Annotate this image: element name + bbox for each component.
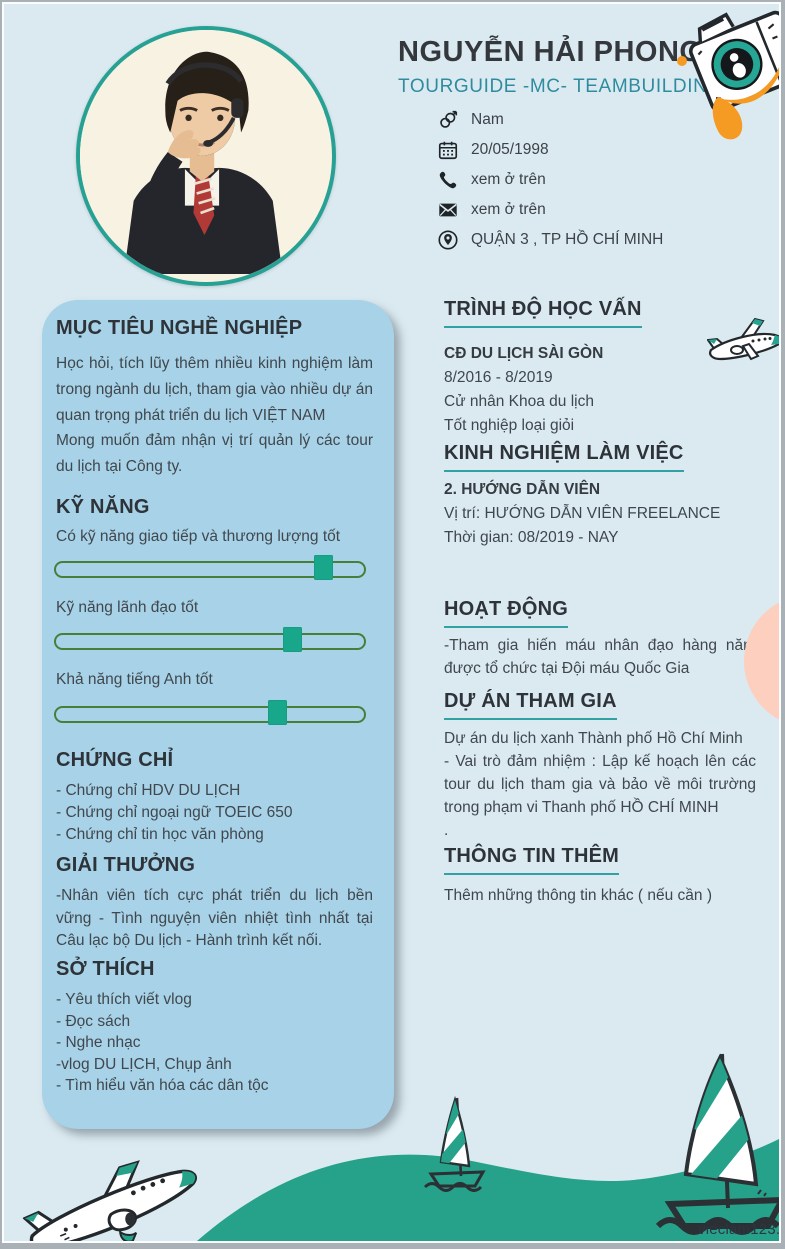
sailboat-big-icon <box>655 1053 779 1235</box>
calendar-icon <box>438 141 458 160</box>
education-degree: Cử nhân Khoa du lịch <box>444 393 594 410</box>
gender-icon <box>440 110 458 128</box>
certificate-item: - Chứng chỉ ngoại ngữ TOEIC 650 <box>56 804 293 821</box>
hobby-item: - Tìm hiểu văn hóa các dân tộc <box>56 1077 269 1095</box>
skill-label: Kỹ năng lãnh đạo tốt <box>56 599 199 616</box>
phone-icon <box>439 171 457 189</box>
peach-blob <box>744 595 779 727</box>
objective-paragraph-1: Học hỏi, tích lũy thêm nhiều kinh nghiệm… <box>56 355 373 424</box>
slider-handle[interactable] <box>313 555 333 580</box>
jet-plane-icon <box>707 317 779 361</box>
hobby-item: - Nghe nhạc <box>56 1034 141 1052</box>
objective-text: Học hỏi, tích lũy thêm nhiều kinh nghiệm… <box>56 351 373 480</box>
experience-time: Thời gian: 08/2019 - NAY <box>444 529 619 546</box>
awards-text: -Nhân viên tích cực phát triển du lịch b… <box>56 887 373 949</box>
info-row-email: xem ở trên <box>437 198 546 222</box>
sea-wave <box>197 1138 779 1241</box>
projects-text: Dự án du lịch xanh Thành phố Hồ Chí Minh… <box>444 727 756 842</box>
location-icon <box>438 230 458 250</box>
skills-title: KỸ NĂNG <box>56 496 150 518</box>
awards-title: GIẢI THƯỞNG <box>56 854 196 876</box>
gender-value: Nam <box>471 111 504 128</box>
hobby-item: - Đọc sách <box>56 1012 131 1030</box>
more-info-text: Thêm những thông tin khác ( nếu cần ) <box>444 887 713 904</box>
certificate-item: - Chứng chỉ HDV DU LỊCH <box>56 782 241 799</box>
projects-paragraph-2: - Vai trò đảm nhiệm : Lập kế hoạch lên c… <box>444 753 756 816</box>
objective-paragraph-2: Mong muốn đảm nhận vị trí quản lý các to… <box>56 432 373 476</box>
hobbies-list: - Yêu thích viết vlog - Đọc sách - Nghe … <box>56 989 376 1097</box>
skill-slider-leadership <box>54 627 366 652</box>
skill-label: Khả năng tiếng Anh tốt <box>56 671 213 688</box>
slider-handle[interactable] <box>283 627 303 652</box>
info-row-gender: Nam <box>437 108 504 132</box>
education-title: TRÌNH ĐỘ HỌC VẤN <box>444 298 642 328</box>
sailboat-small-icon <box>423 1095 486 1192</box>
hobby-item: -vlog DU LỊCH, Chụp ảnh <box>56 1055 232 1073</box>
hobbies-title: SỞ THÍCH <box>56 958 155 980</box>
education-grade: Tốt nghiệp loại giỏi <box>444 417 575 434</box>
objective-title: MỤC TIÊU NGHỀ NGHIỆP <box>56 317 303 339</box>
certificates-list: - Chứng chỉ HDV DU LỊCH - Chứng chỉ ngoạ… <box>56 780 376 846</box>
watermark: vieclam123.v <box>698 1221 781 1238</box>
address-value: QUẬN 3 , TP HỒ CHÍ MINH <box>471 231 664 248</box>
info-row-address: QUẬN 3 , TP HỒ CHÍ MINH <box>437 228 663 252</box>
info-row-phone: xem ở trên <box>437 168 546 192</box>
projects-paragraph-1: Dự án du lịch xanh Thành phố Hồ Chí Minh <box>444 730 743 747</box>
profile-photo <box>76 26 336 286</box>
projects-paragraph-3: . <box>444 822 449 839</box>
skill-slider-english <box>54 700 366 725</box>
activities-text: -Tham gia hiến máu nhân đạo hàng năm đượ… <box>444 637 756 677</box>
activities-title: HOẠT ĐỘNG <box>444 598 569 628</box>
phone-value: xem ở trên <box>471 171 546 188</box>
education-school: CĐ DU LỊCH SÀI GÒN <box>444 345 604 362</box>
certificate-item: - Chứng chỉ tin học văn phòng <box>56 826 264 843</box>
email-value: xem ở trên <box>471 201 546 218</box>
slider-handle[interactable] <box>267 700 287 725</box>
skill-slider-communication <box>54 555 366 580</box>
airplane-icon <box>22 1160 197 1241</box>
more-info-title: THÔNG TIN THÊM <box>444 845 620 875</box>
left-panel: MỤC TIÊU NGHỀ NGHIỆP Học hỏi, tích lũy t… <box>42 300 394 1129</box>
hobby-item: - Yêu thích viết vlog <box>56 991 192 1008</box>
experience-position: Vị trí: HƯỚNG DẪN VIÊN FREELANCE <box>444 505 721 522</box>
camera-icon <box>688 10 779 112</box>
projects-title: DỰ ÁN THAM GIA <box>444 690 617 720</box>
profile-photo-illustration <box>80 30 324 282</box>
experience-job: 2. HƯỚNG DẪN VIÊN <box>444 481 601 498</box>
paint-splash <box>677 56 779 140</box>
experience-title: KINH NGHIỆM LÀM VIỆC <box>444 442 684 472</box>
candidate-title: TOURGUIDE -MC- TEAMBUILDING <box>398 76 723 97</box>
certificates-title: CHỨNG CHỈ <box>56 749 174 771</box>
birthdate-value: 20/05/1998 <box>471 141 549 158</box>
education-period: 8/2016 - 8/2019 <box>444 369 553 386</box>
info-row-birthdate: 20/05/1998 <box>437 138 549 162</box>
skill-label: Có kỹ năng giao tiếp và thương lượng tốt <box>56 528 341 545</box>
email-icon <box>439 203 457 217</box>
candidate-name: NGUYỄN HẢI PHONG <box>398 36 703 68</box>
